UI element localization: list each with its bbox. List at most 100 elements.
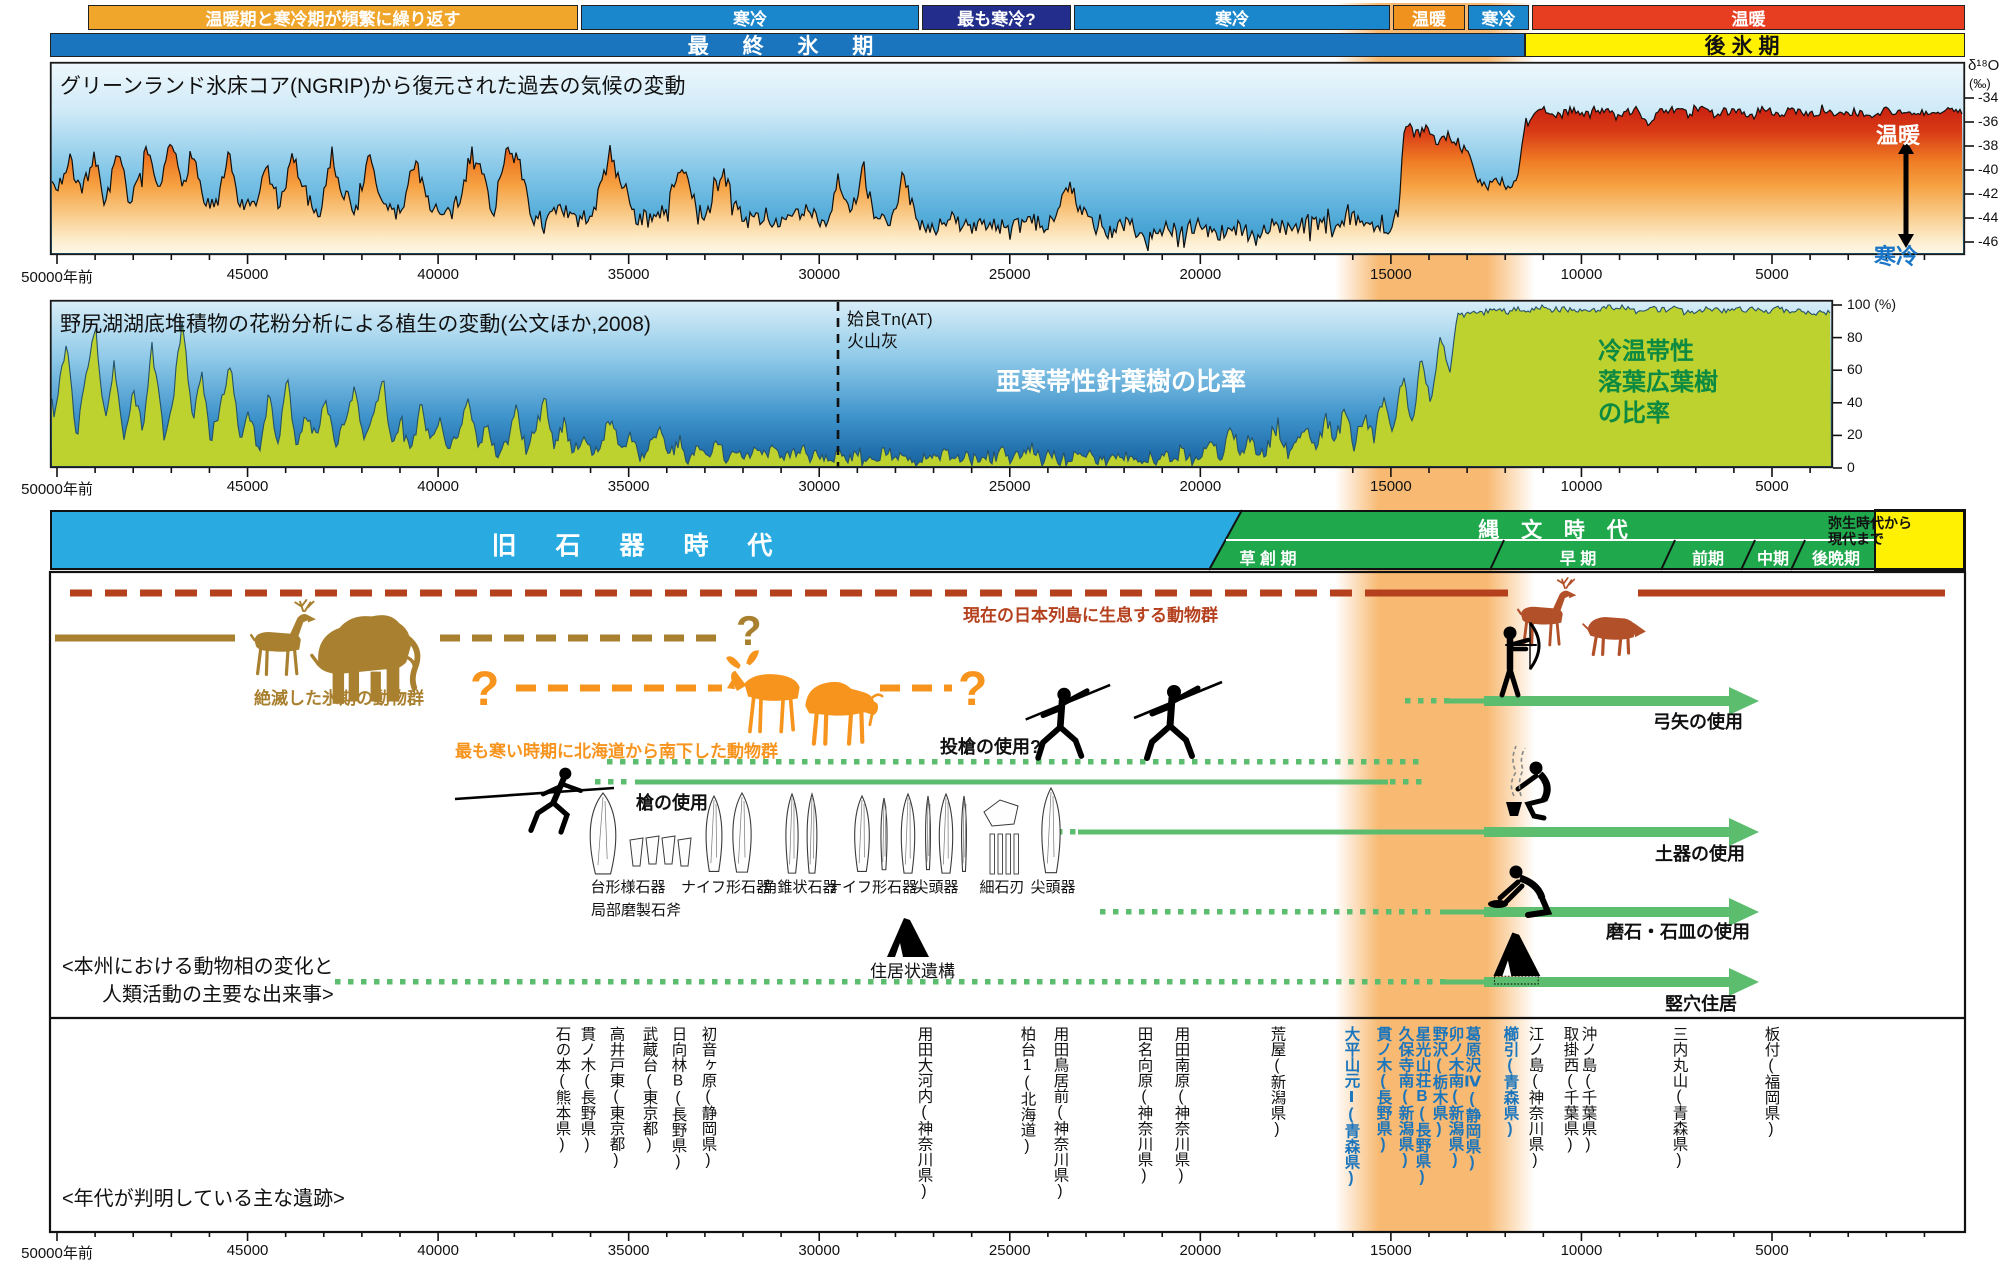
period-jomon-sub-3: 中期 bbox=[1756, 551, 1790, 568]
period-jomon-sub-2: 前期 bbox=[1691, 551, 1725, 568]
mammoth-icon bbox=[310, 615, 421, 704]
site-name-3: 武蔵台(東京都) bbox=[640, 1026, 658, 1153]
chart1-xtick-5000: 5000 bbox=[1755, 266, 1789, 283]
activity-label-bow-arrow: 弓矢の使用 bbox=[1653, 712, 1743, 732]
sika-deer-icon bbox=[1516, 577, 1577, 647]
broadleaf-ratio-label: 冷温帯性 落葉広葉樹 の比率 bbox=[1598, 336, 1718, 429]
site-name-1: 貫ノ木(長野県) bbox=[578, 1026, 596, 1153]
bottom-xtick-5000: 5000 bbox=[1755, 1242, 1789, 1259]
climate-band-row1-4: 温暖 bbox=[1393, 5, 1465, 30]
chart1-xtick-10000: 10000 bbox=[1560, 266, 1603, 283]
boar-icon bbox=[1582, 617, 1646, 657]
tool-label-6: 尖頭器 bbox=[1030, 879, 1076, 896]
bottom-xtick-40000: 40000 bbox=[417, 1242, 459, 1259]
chart1-ytick--40: -40 bbox=[1978, 161, 1999, 177]
site-name-6: 用田大河内(神奈川県) bbox=[915, 1026, 933, 1200]
fire-tender-icon bbox=[1506, 745, 1551, 821]
chart2-xtick-5000: 5000 bbox=[1755, 478, 1789, 495]
period-jomon-sub-0: 草 創 期 bbox=[1239, 551, 1297, 568]
chart1-xtick-20000: 20000 bbox=[1179, 266, 1222, 283]
tool-label-3: ナイフ形石器 bbox=[826, 879, 918, 896]
site-name-4: 日向林B(長野県) bbox=[669, 1026, 687, 1170]
bottom-xtick-50000: 50000年前 bbox=[21, 1245, 93, 1262]
ngrip-chart bbox=[49, 61, 1966, 256]
events-caption-line2: 人類活動の主要な出来事> bbox=[102, 984, 334, 1006]
bottom-xtick-20000: 20000 bbox=[1179, 1242, 1222, 1259]
chart2-ytick-4: 20 bbox=[1847, 426, 1863, 443]
question-mark-0: ? bbox=[736, 607, 762, 654]
bottom-xtick-15000: 15000 bbox=[1370, 1242, 1412, 1259]
chart1-xtick-30000: 30000 bbox=[798, 266, 841, 283]
chart1-xtick-45000: 45000 bbox=[226, 266, 269, 283]
bottom-xtick-10000: 10000 bbox=[1560, 1242, 1603, 1259]
chart1-cold-label: 寒冷 bbox=[1874, 244, 1919, 269]
extinct-fauna-label: 絶滅した氷期の動物群 bbox=[254, 689, 424, 708]
site-name-15: 星光山荘B(長野県) bbox=[1413, 1026, 1431, 1186]
climate-band-row1-1: 寒冷 bbox=[581, 5, 919, 30]
site-name-2: 高井戸東(東京都) bbox=[607, 1026, 625, 1169]
chart2-xtick-45000: 45000 bbox=[226, 478, 269, 495]
spear-thrower-icon bbox=[1133, 680, 1223, 761]
dwelling-structure-label: 住居状遺構 bbox=[870, 962, 955, 981]
site-name-16: 野沢(栃木県) bbox=[1430, 1026, 1448, 1138]
chart2-ytick-2: 60 bbox=[1847, 361, 1863, 378]
bottom-xtick-35000: 35000 bbox=[607, 1242, 650, 1259]
site-name-12: 大平山元Ⅰ(青森県) bbox=[1342, 1026, 1360, 1187]
broadleaf-ratio-l2: 落葉広葉樹 bbox=[1598, 369, 1718, 396]
activity-label-grinding-stone: 磨石・石皿の使用 bbox=[1606, 922, 1750, 942]
d18o-axis-unit: (‰) bbox=[1969, 76, 1991, 91]
tool-label2-0: 局部磨製石斧 bbox=[590, 902, 682, 919]
d18o-axis-title: δ¹⁸O bbox=[1968, 57, 2000, 74]
site-name-22: 沖ノ島(千葉県) bbox=[1579, 1026, 1597, 1153]
tool-label-1: ナイフ形石器 bbox=[680, 879, 772, 896]
period-yayoi: 弥生時代から 現代まで bbox=[1828, 515, 1912, 547]
climate-band-row1-5: 寒冷 bbox=[1468, 5, 1529, 30]
period-band bbox=[50, 509, 1966, 571]
spear-thrower-icon bbox=[1025, 683, 1111, 761]
chart1-ytick--36: -36 bbox=[1978, 113, 1999, 129]
site-name-11: 荒屋(新潟県) bbox=[1268, 1026, 1286, 1138]
chart1-xtick-40000: 40000 bbox=[417, 266, 459, 283]
tephra-label-line2: 火山灰 bbox=[847, 332, 898, 351]
pollen-chart bbox=[49, 299, 1834, 469]
runner-spear-icon bbox=[528, 767, 583, 835]
site-name-7: 柏台1(北海道) bbox=[1018, 1026, 1036, 1155]
question-mark-2: ? bbox=[958, 663, 988, 716]
period-jomon-sub-1: 早 期 bbox=[1559, 551, 1597, 568]
chart1-xtick-50000: 50000年前 bbox=[21, 269, 93, 286]
site-name-20: 江ノ島(神奈川県) bbox=[1526, 1026, 1544, 1169]
chart1-ytick--42: -42 bbox=[1978, 185, 1999, 201]
chart1-ytick--38: -38 bbox=[1978, 137, 1999, 153]
climate-band-row2-1: 後氷期 bbox=[1525, 33, 1965, 58]
activity-label-pottery: 土器の使用 bbox=[1655, 844, 1745, 864]
chart2-ytick-0: 100 (%) bbox=[1847, 296, 1897, 312]
climate-band-row1-2: 最も寒冷? bbox=[922, 5, 1071, 30]
chart1-xtick-25000: 25000 bbox=[988, 266, 1031, 283]
conifer-ratio-label: 亜寒帯性針葉樹の比率 bbox=[996, 368, 1247, 396]
bottom-xtick-25000: 25000 bbox=[988, 1242, 1031, 1259]
bison-icon bbox=[805, 681, 884, 746]
chart2-ytick-5: 0 bbox=[1847, 459, 1855, 475]
climate-band-row1-3: 寒冷 bbox=[1074, 5, 1390, 30]
site-name-0: 石の本(熊本県) bbox=[553, 1026, 571, 1153]
activity-label-pit-dwelling: 竪穴住居 bbox=[1665, 994, 1737, 1014]
period-jomon-sub-4: 後晩期 bbox=[1811, 551, 1861, 568]
chart1-ytick--34: -34 bbox=[1978, 89, 1999, 105]
chart2-ytick-1: 80 bbox=[1847, 328, 1863, 345]
chart2-xtick-20000: 20000 bbox=[1179, 478, 1222, 495]
site-name-8: 用田鳥居前(神奈川県) bbox=[1051, 1026, 1069, 1200]
chart1-xtick-15000: 15000 bbox=[1370, 266, 1412, 283]
chart2-xtick-40000: 40000 bbox=[417, 478, 459, 495]
climate-band-row1-6: 温暖 bbox=[1532, 5, 1965, 30]
bottom-xtick-30000: 30000 bbox=[798, 1242, 841, 1259]
climate-band-row1-0: 温暖期と寒冷期が頻繁に繰り返す bbox=[88, 5, 578, 30]
hut-icon bbox=[1493, 932, 1541, 985]
chart2-xtick-30000: 30000 bbox=[798, 478, 841, 495]
site-name-17: 卯ノ木南(新潟県) bbox=[1446, 1026, 1464, 1169]
tool-label-2: 角錐状石器 bbox=[762, 879, 838, 896]
chart2-xtick-25000: 25000 bbox=[988, 478, 1031, 495]
southward-fauna-label: 最も寒い時期に北海道から南下した動物群 bbox=[455, 742, 778, 761]
site-name-14: 久保寺南(新潟県) bbox=[1396, 1026, 1414, 1169]
broadleaf-ratio-l3: の比率 bbox=[1598, 400, 1670, 427]
